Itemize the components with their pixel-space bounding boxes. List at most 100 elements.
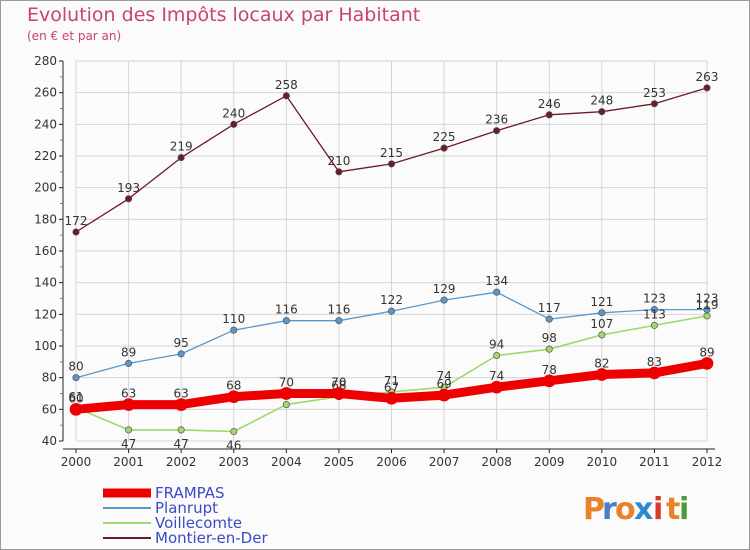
data-label: 47 bbox=[174, 437, 189, 451]
data-point bbox=[335, 168, 343, 176]
data-point bbox=[493, 351, 501, 360]
x-tick-label: 2001 bbox=[113, 455, 144, 469]
data-label: 121 bbox=[590, 295, 613, 309]
data-point bbox=[437, 388, 451, 402]
data-point bbox=[282, 317, 290, 325]
data-label: 117 bbox=[538, 301, 561, 315]
data-label: 95 bbox=[174, 336, 189, 350]
y-tick-label: 260 bbox=[34, 86, 57, 100]
logo-letter: x bbox=[634, 492, 653, 527]
data-point bbox=[703, 312, 711, 320]
y-tick-label: 220 bbox=[34, 149, 57, 163]
y-tick-label: 240 bbox=[34, 117, 57, 131]
data-point bbox=[598, 309, 606, 317]
x-tick-label: 2000 bbox=[61, 455, 92, 469]
data-point bbox=[230, 120, 238, 128]
logo-letter: i bbox=[653, 492, 663, 527]
x-tick-label: 2004 bbox=[271, 455, 302, 469]
data-label: 122 bbox=[380, 293, 403, 307]
data-point bbox=[387, 307, 396, 315]
data-point bbox=[440, 144, 448, 152]
data-label: 123 bbox=[696, 292, 719, 306]
y-tick-label: 180 bbox=[34, 212, 57, 226]
data-point bbox=[648, 366, 661, 380]
logo-letter: P bbox=[583, 492, 605, 527]
data-label: 98 bbox=[542, 331, 557, 345]
x-tick-label: 2007 bbox=[429, 455, 460, 469]
x-tick-label: 2002 bbox=[166, 455, 197, 469]
y-tick-label: 40 bbox=[42, 434, 57, 448]
logo-letter: t bbox=[666, 492, 680, 527]
legend-label: FRAMPAS bbox=[155, 484, 225, 502]
data-label: 89 bbox=[699, 345, 714, 359]
data-point bbox=[279, 387, 293, 400]
data-point bbox=[69, 402, 83, 416]
data-label: 69 bbox=[436, 377, 451, 391]
x-tick-label: 2010 bbox=[587, 455, 618, 469]
data-point bbox=[335, 317, 343, 325]
data-label: 46 bbox=[226, 439, 241, 453]
data-label: 74 bbox=[489, 369, 504, 383]
x-tick-label: 2006 bbox=[376, 455, 407, 469]
y-tick-label: 160 bbox=[34, 244, 57, 258]
x-tick-label: 2009 bbox=[534, 455, 565, 469]
data-label: 225 bbox=[433, 130, 456, 144]
y-tick-label: 60 bbox=[42, 402, 57, 416]
data-label: 116 bbox=[327, 303, 350, 317]
data-point bbox=[703, 84, 711, 92]
data-label: 63 bbox=[121, 387, 136, 401]
logo-letter: o bbox=[615, 492, 636, 527]
data-point bbox=[650, 100, 658, 108]
data-label: 74 bbox=[436, 369, 451, 383]
data-point bbox=[490, 380, 504, 394]
data-label: 248 bbox=[590, 94, 613, 108]
data-label: 263 bbox=[696, 70, 719, 84]
y-tick-label: 200 bbox=[34, 181, 57, 195]
data-label: 61 bbox=[68, 390, 83, 404]
data-label: 193 bbox=[117, 181, 140, 195]
legend-label: Voillecomte bbox=[155, 514, 242, 532]
chart-title: Evolution des Impôts locaux par Habitant bbox=[27, 4, 421, 26]
data-label: 240 bbox=[222, 106, 245, 120]
data-label: 70 bbox=[279, 376, 294, 390]
y-tick-label: 280 bbox=[34, 54, 57, 68]
y-tick-label: 80 bbox=[42, 371, 57, 385]
data-label: 258 bbox=[275, 78, 298, 92]
data-label: 253 bbox=[643, 86, 666, 100]
data-point bbox=[72, 228, 80, 236]
data-label: 107 bbox=[590, 317, 613, 331]
data-label: 129 bbox=[433, 282, 456, 296]
data-label: 219 bbox=[170, 140, 193, 154]
data-point bbox=[385, 391, 398, 405]
data-label: 134 bbox=[485, 274, 508, 288]
data-point bbox=[545, 111, 553, 119]
data-point bbox=[125, 195, 133, 203]
data-point bbox=[174, 398, 188, 411]
data-label: 123 bbox=[643, 292, 666, 306]
logo-letter: r bbox=[602, 492, 617, 527]
y-tick-label: 140 bbox=[34, 276, 57, 290]
data-label: 89 bbox=[121, 345, 136, 359]
data-label: 246 bbox=[538, 97, 561, 111]
data-point bbox=[650, 321, 658, 329]
x-tick-label: 2012 bbox=[692, 455, 723, 469]
data-point bbox=[230, 326, 238, 334]
data-point bbox=[595, 368, 609, 381]
data-label: 60 bbox=[68, 391, 83, 405]
data-point bbox=[542, 374, 556, 388]
data-label: 70 bbox=[331, 376, 346, 390]
data-label: 119 bbox=[696, 298, 719, 312]
data-label: 110 bbox=[222, 312, 245, 326]
data-point bbox=[177, 154, 185, 162]
y-tick-label: 120 bbox=[34, 307, 57, 321]
data-point bbox=[282, 92, 290, 100]
data-point bbox=[650, 306, 658, 314]
data-point bbox=[700, 357, 714, 370]
y-tick-label: 100 bbox=[34, 339, 57, 353]
x-tick-label: 2011 bbox=[639, 455, 670, 469]
data-label: 210 bbox=[327, 154, 350, 168]
logo-letter: i bbox=[679, 492, 689, 527]
data-point bbox=[387, 160, 396, 168]
